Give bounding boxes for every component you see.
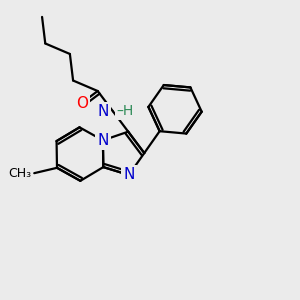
Text: –H: –H — [117, 104, 134, 118]
Text: N: N — [97, 133, 109, 148]
Text: N: N — [123, 167, 135, 182]
Text: CH₃: CH₃ — [8, 167, 31, 180]
Text: O: O — [76, 96, 88, 111]
Text: N: N — [98, 104, 109, 119]
